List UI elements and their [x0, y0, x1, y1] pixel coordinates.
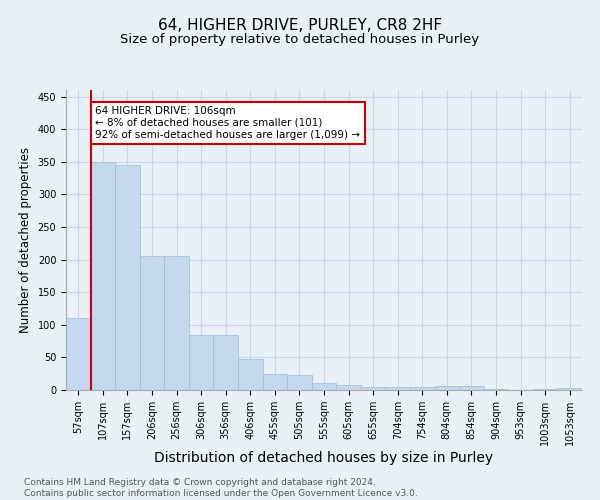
Bar — [214, 334, 238, 390]
Bar — [361, 386, 385, 390]
Bar — [434, 386, 459, 390]
X-axis label: Distribution of detached houses by size in Purley: Distribution of detached houses by size … — [154, 450, 494, 464]
Bar — [189, 334, 214, 390]
Text: Size of property relative to detached houses in Purley: Size of property relative to detached ho… — [121, 32, 479, 46]
Bar — [238, 360, 263, 390]
Text: 64, HIGHER DRIVE, PURLEY, CR8 2HF: 64, HIGHER DRIVE, PURLEY, CR8 2HF — [158, 18, 442, 32]
Bar — [140, 256, 164, 390]
Bar — [336, 385, 361, 390]
Bar — [115, 165, 140, 390]
Bar — [164, 256, 189, 390]
Y-axis label: Number of detached properties: Number of detached properties — [19, 147, 32, 333]
Text: 64 HIGHER DRIVE: 106sqm
← 8% of detached houses are smaller (101)
92% of semi-de: 64 HIGHER DRIVE: 106sqm ← 8% of detached… — [95, 106, 361, 140]
Bar — [312, 384, 336, 390]
Text: Contains HM Land Registry data © Crown copyright and database right 2024.
Contai: Contains HM Land Registry data © Crown c… — [24, 478, 418, 498]
Bar — [287, 375, 312, 390]
Bar — [533, 388, 557, 390]
Bar — [263, 374, 287, 390]
Bar — [557, 388, 582, 390]
Bar — [66, 318, 91, 390]
Bar — [484, 388, 508, 390]
Bar — [459, 386, 484, 390]
Bar — [91, 162, 115, 390]
Bar — [385, 386, 410, 390]
Bar — [410, 386, 434, 390]
